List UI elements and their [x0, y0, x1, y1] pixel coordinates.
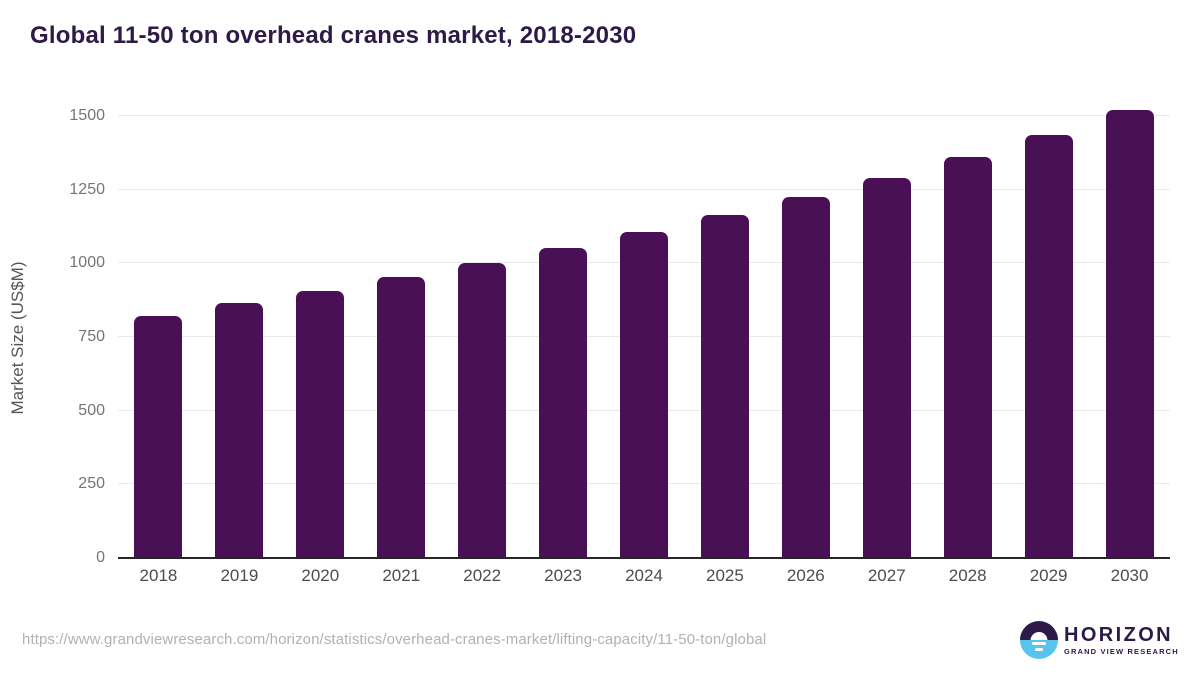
x-tick-label: 2027	[867, 566, 906, 585]
x-tick-label: 2030	[1110, 566, 1149, 585]
bar-column	[1089, 109, 1170, 558]
bar-2022	[458, 262, 507, 558]
bar-column	[604, 116, 685, 558]
bar-column	[523, 116, 604, 558]
bar-column	[684, 116, 765, 558]
y-tick-label: 250	[78, 475, 105, 493]
x-tick-label: 2024	[625, 566, 663, 585]
x-tick-label: 2019	[220, 566, 259, 585]
chart-title: Global 11-50 ton overhead cranes market,…	[30, 22, 637, 49]
bar-column	[442, 116, 523, 558]
logo-sky-half	[1020, 621, 1058, 640]
y-tick-label: 1000	[69, 254, 105, 272]
x-tick-label: 2028	[948, 566, 987, 585]
bar-column	[765, 116, 846, 558]
x-tick-label: 2023	[544, 566, 582, 585]
bar-2023	[539, 248, 588, 558]
y-tick-label: 500	[78, 401, 105, 419]
bar-column	[927, 116, 1008, 558]
logo-text: HORIZON GRAND VIEW RESEARCH	[1064, 625, 1179, 656]
bar-column	[280, 116, 361, 558]
logo-brand-name: HORIZON	[1064, 623, 1174, 646]
logo-sea-half	[1020, 640, 1058, 659]
bar-column	[118, 116, 199, 558]
ripple-icon	[1032, 642, 1046, 645]
sun-icon	[1030, 632, 1048, 640]
bar-2020	[296, 291, 345, 558]
bar-2029	[1024, 134, 1073, 558]
x-tick-label: 2029	[1029, 566, 1068, 585]
y-tick-label: 750	[78, 328, 105, 345]
ripple-icon	[1035, 648, 1043, 651]
x-tick-label: 2025	[706, 566, 744, 585]
y-tick-label: 1250	[69, 180, 105, 198]
horizon-logo-icon	[1020, 621, 1058, 659]
horizon-logo: HORIZON GRAND VIEW RESEARCH	[1020, 621, 1179, 659]
gridline	[118, 115, 1170, 116]
x-tick-label: 2020	[301, 566, 340, 585]
bar-2024	[619, 231, 668, 558]
bars-container	[118, 109, 1170, 558]
x-axis-labels: 2018 2019 2020 2021 2022 2023 2024 2025 2026 2027…	[118, 566, 1170, 586]
y-tick-label: 0	[96, 549, 105, 566]
gridline	[118, 188, 1170, 190]
x-tick-label: 2022	[463, 566, 502, 585]
bar-2030	[1105, 109, 1154, 558]
logo-sub-brand: GRAND VIEW RESEARCH	[1064, 646, 1179, 656]
y-tick-label: 1500	[69, 107, 105, 124]
bar-2021	[377, 276, 426, 558]
bar-2019	[215, 302, 264, 558]
bar-column	[199, 116, 280, 558]
bar-column	[846, 116, 927, 558]
x-tick-label: 2021	[382, 566, 421, 585]
x-tick-label: 2018	[139, 566, 178, 585]
y-axis-ticks: 0 250 500 750 1000 1250 1500	[0, 107, 105, 566]
x-tick-label: 2026	[786, 566, 825, 585]
bar-2026	[781, 196, 830, 558]
bar-2028	[943, 156, 992, 558]
bar-2025	[700, 215, 749, 558]
source-url: https://www.grandviewresearch.com/horizo…	[22, 631, 767, 648]
plot-area	[118, 109, 1170, 559]
bar-column	[1008, 116, 1089, 558]
bar-2027	[862, 177, 911, 558]
bar-column	[361, 116, 442, 558]
x-axis-line	[118, 557, 1170, 559]
bar-2018	[134, 315, 183, 558]
